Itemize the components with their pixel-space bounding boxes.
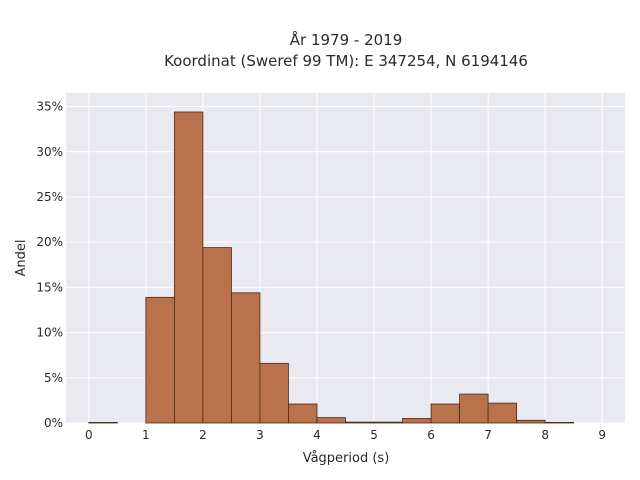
x-tick-label: 6 [427,428,435,442]
y-axis-ticks: 0% 5% 10% 15% 20% 25% 30% 35% [36,100,63,430]
x-tick-label: 5 [370,428,378,442]
histogram-bar [316,417,346,424]
histogram-bar [173,111,204,424]
histogram-bar [516,419,546,424]
histogram-bar [544,421,575,424]
bar-layer [88,111,575,424]
chart-title-line2: Koordinat (Sweref 99 TM): E 347254, N 61… [164,52,528,70]
x-axis-ticks: 0 1 2 3 4 5 6 7 8 9 [85,428,606,442]
histogram-bar [345,421,375,424]
y-tick-label: 25% [36,190,63,204]
y-tick-label: 0% [44,416,63,430]
histogram-bar [373,421,403,424]
y-tick-label: 5% [44,371,63,385]
histogram-bar [145,296,175,424]
y-tick-label: 30% [36,145,63,159]
histogram-bar [259,362,289,424]
x-tick-label: 7 [484,428,492,442]
histogram-bar [202,247,232,424]
y-axis-label: Andel [14,240,29,277]
histogram-bar [288,403,318,424]
y-tick-label: 20% [36,235,63,249]
y-tick-label: 10% [36,326,63,340]
x-tick-label: 9 [598,428,606,442]
x-tick-label: 3 [256,428,264,442]
histogram-bar [231,292,261,424]
histogram-bar [487,402,518,424]
x-axis-label: Vågperiod (s) [303,451,390,466]
histogram-bar [459,393,489,424]
chart-title-line1: År 1979 - 2019 [290,30,403,49]
y-tick-label: 15% [36,280,63,294]
histogram-bar [430,403,460,424]
x-tick-label: 8 [541,428,549,442]
x-tick-label: 4 [313,428,321,442]
y-tick-label: 35% [36,100,63,114]
histogram-bar [402,418,432,424]
x-tick-label: 1 [142,428,150,442]
histogram-bar [88,421,118,424]
x-tick-label: 0 [85,428,93,442]
x-tick-label: 2 [199,428,207,442]
